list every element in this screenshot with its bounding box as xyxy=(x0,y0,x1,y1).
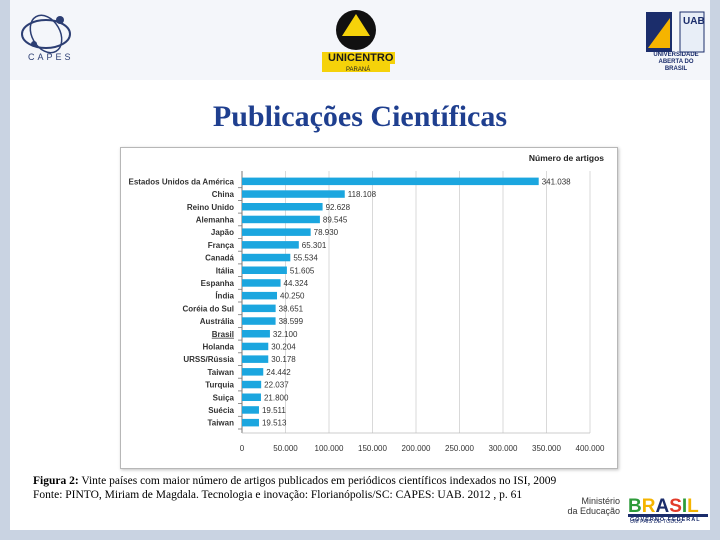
value-label: 40.250 xyxy=(280,292,305,301)
category-label: Taiwan xyxy=(207,419,234,428)
category-label: Brasil xyxy=(212,330,234,339)
bar xyxy=(242,317,276,325)
category-label: França xyxy=(208,241,235,250)
bar xyxy=(242,215,320,224)
ministry-line2: da Educação xyxy=(567,506,620,516)
figure-caption: Figura 2: Vinte países com maior número … xyxy=(33,474,573,502)
bar xyxy=(242,228,311,236)
ministry-line1: Ministério xyxy=(581,496,620,506)
chart-panel xyxy=(120,147,618,469)
bar xyxy=(242,279,281,287)
bar xyxy=(242,266,287,274)
value-label: 89.545 xyxy=(323,215,348,224)
value-label: 38.599 xyxy=(279,317,304,326)
x-tick-label: 100.000 xyxy=(315,444,344,453)
bar xyxy=(242,241,299,249)
value-label: 19.513 xyxy=(262,419,287,428)
value-label: 44.324 xyxy=(284,279,309,288)
x-tick-label: 200.000 xyxy=(402,444,431,453)
category-label: Itália xyxy=(216,266,235,275)
category-label: Reino Unido xyxy=(187,203,234,212)
bar xyxy=(242,342,269,351)
brasil-logo-word: BRASIL xyxy=(628,496,699,517)
value-label: 21.800 xyxy=(264,393,289,402)
uab-logo-text: UNIVERSIDADE ABERTA DO BRASIL xyxy=(648,52,704,73)
bar xyxy=(242,355,269,363)
category-label: Suiça xyxy=(213,393,235,402)
value-label: 65.301 xyxy=(302,241,327,250)
x-tick-label: 0 xyxy=(240,444,245,453)
value-label: 24.442 xyxy=(266,368,291,377)
bar xyxy=(242,190,345,198)
category-label: Espanha xyxy=(201,279,235,288)
value-label: 30.204 xyxy=(271,342,296,351)
capes-logo-text: CAPES xyxy=(28,52,74,62)
category-label: Alemanha xyxy=(196,215,235,224)
bar xyxy=(242,330,270,338)
bar xyxy=(242,406,259,414)
value-label: 38.651 xyxy=(279,304,304,313)
bar-chart: 0 50.000 100.000 150.000 200.000 250.000 300.0… xyxy=(128,153,605,453)
unicentro-logo-subtext: PARANÁ xyxy=(346,67,371,73)
x-tick-label: 400.000 xyxy=(576,444,605,453)
value-label: 22.037 xyxy=(264,381,289,390)
ministry-logo-text: Ministério da Educação xyxy=(566,496,620,516)
value-label: 92.628 xyxy=(326,203,351,212)
value-label: 32.100 xyxy=(273,330,298,339)
category-label: Holanda xyxy=(202,342,234,351)
brasil-logo-icon: BRASIL UM PAÍS DE TODOS xyxy=(628,496,708,525)
category-label: Taiwan xyxy=(207,368,234,377)
category-label: Índia xyxy=(215,292,234,301)
uab-logo-icon: UAB xyxy=(646,11,705,53)
x-tick-label: 250.000 xyxy=(445,444,474,453)
uab-logo-line2: ABERTA DO BRASIL xyxy=(658,59,694,72)
slide-title: Publicações Científicas xyxy=(212,100,508,133)
chart-title: Número de artigos xyxy=(529,153,604,163)
unicentro-logo-text: UNICENTRO xyxy=(326,52,396,64)
brasil-logo-sub: UM PAÍS DE TODOS xyxy=(630,518,683,525)
bar xyxy=(242,253,291,262)
caption-source: Fonte: PINTO, Miriam de Magdala. Tecnolo… xyxy=(33,489,523,501)
caption-label: Figura 2: xyxy=(33,475,79,487)
capes-logo-icon xyxy=(21,14,71,54)
x-tick-label: 300.000 xyxy=(489,444,518,453)
category-label: China xyxy=(212,190,235,199)
bar xyxy=(242,418,259,427)
gov-federal-text: GOVERNO FEDERAL xyxy=(630,517,701,523)
caption-text: Vinte países com maior número de artigos… xyxy=(78,475,557,487)
x-tick-label: 50.000 xyxy=(273,444,298,453)
value-label: 78.930 xyxy=(314,228,339,237)
x-tick-label: 350.000 xyxy=(532,444,561,453)
value-label: 19.511 xyxy=(262,406,286,415)
bar xyxy=(242,291,278,300)
bar xyxy=(242,177,539,186)
bar xyxy=(242,368,264,376)
category-label: URSS/Rússia xyxy=(183,355,234,364)
bar xyxy=(242,380,262,389)
uab-logo-line1: UNIVERSIDADE xyxy=(653,52,699,58)
value-label: 30.178 xyxy=(271,355,296,364)
value-label: 51.605 xyxy=(290,266,315,275)
category-label: Japão xyxy=(211,228,234,237)
bar xyxy=(242,393,261,401)
x-tick-label: 150.000 xyxy=(358,444,387,453)
category-label: Estados Unidos da América xyxy=(128,177,234,186)
category-label: Turquia xyxy=(205,381,234,390)
category-label: Austrália xyxy=(200,317,235,326)
category-label: Coréia do Sul xyxy=(182,304,234,313)
value-label: 55.534 xyxy=(293,254,318,263)
category-label: Canadá xyxy=(205,254,234,263)
uab-logo-mark: UAB xyxy=(683,16,705,27)
bar xyxy=(242,304,276,313)
value-label: 341.038 xyxy=(542,177,571,186)
category-label: Suécia xyxy=(208,406,234,415)
value-label: 118.108 xyxy=(348,190,377,199)
bar xyxy=(242,203,323,211)
